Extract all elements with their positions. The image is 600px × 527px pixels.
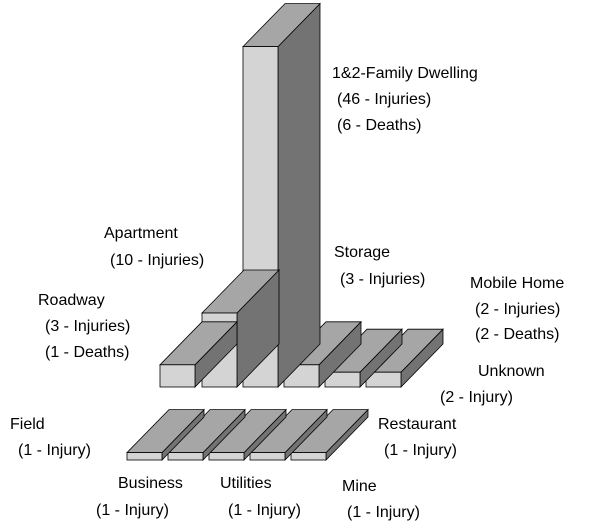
- category-label: Business: [118, 475, 183, 492]
- category-label: Restaurant: [378, 416, 457, 433]
- injuries-label: (3 - Injuries): [45, 318, 130, 335]
- bar: [208, 408, 287, 461]
- injuries-label: (10 - Injuries): [110, 252, 204, 269]
- category-label: Utilities: [220, 475, 272, 492]
- injuries-label: (46 - Injuries): [337, 91, 431, 108]
- bar: [159, 320, 238, 388]
- bar-front: [249, 452, 286, 461]
- injuries-label: (1 - Injury): [384, 442, 457, 459]
- injuries-label: (1 - Injury): [18, 442, 91, 459]
- injuries-label: (2 - Injury): [440, 389, 513, 406]
- category-label: Field: [10, 416, 45, 433]
- bar: [290, 408, 369, 461]
- injuries-label: (2 - Injuries): [475, 301, 560, 318]
- injuries-label: (1 - Injury): [228, 502, 301, 519]
- bar: [126, 408, 205, 461]
- category-label: Roadway: [38, 292, 105, 309]
- category-label: Apartment: [104, 225, 178, 242]
- bar-front: [126, 452, 163, 461]
- category-label: Storage: [334, 244, 390, 261]
- bar-front: [290, 452, 327, 461]
- injuries-label: (1 - Injury): [96, 502, 169, 519]
- injuries-label: (1 - Injury): [347, 504, 420, 521]
- bar-front: [167, 452, 204, 461]
- bar-front: [208, 452, 245, 461]
- bar-front: [159, 364, 196, 388]
- deaths-label: (1 - Deaths): [45, 344, 129, 361]
- category-label: Mine: [342, 478, 377, 495]
- deaths-label: (2 - Deaths): [475, 326, 559, 343]
- category-label: 1&2-Family Dwelling: [332, 65, 478, 82]
- category-label: Mobile Home: [470, 275, 564, 292]
- category-label: Unknown: [478, 363, 545, 380]
- injuries-label: (3 - Injuries): [340, 271, 425, 288]
- deaths-label: (6 - Deaths): [337, 117, 421, 134]
- bar: [249, 408, 328, 461]
- bar-side: [277, 2, 321, 388]
- bar: [365, 328, 444, 388]
